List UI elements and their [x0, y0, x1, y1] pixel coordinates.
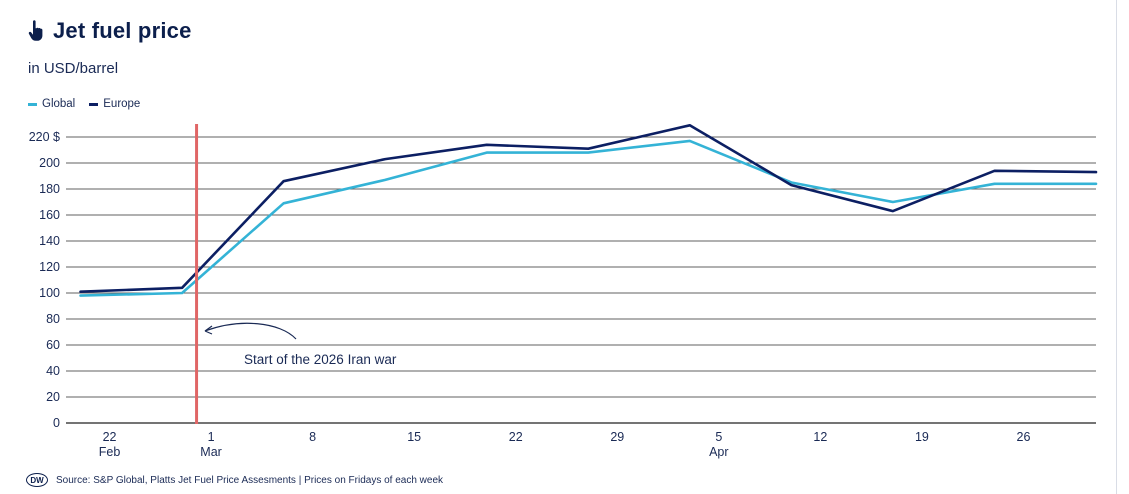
chart-subtitle: in USD/barrel: [28, 60, 119, 77]
series-line-global: [79, 139, 1098, 297]
legend: Global Europe: [28, 98, 140, 110]
y-tick-label: 0: [53, 416, 60, 430]
legend-swatch-global: [28, 102, 37, 106]
x-month-label: Mar: [200, 445, 222, 459]
x-tick-label: 15: [407, 430, 421, 444]
x-tick-label: 1: [208, 430, 215, 444]
x-tick-label: 29: [610, 430, 624, 444]
legend-label-global: Global: [42, 98, 76, 110]
pointing-hand-icon: [28, 20, 43, 41]
annotation-arrow: [204, 322, 297, 340]
y-tick-label: 60: [46, 338, 60, 352]
y-tick-label: 160: [39, 208, 60, 222]
annotation-arrowhead: [204, 325, 213, 335]
x-tick-label: 12: [813, 430, 827, 444]
y-tick-label: 40: [46, 364, 60, 378]
source-note: Source: S&P Global, Platts Jet Fuel Pric…: [56, 474, 444, 486]
x-tick-label: 8: [309, 430, 316, 444]
y-tick-label: 180: [39, 182, 60, 196]
y-tick-label: 120: [39, 260, 60, 274]
y-tick-label: 80: [46, 312, 60, 326]
y-tick-label: 100: [39, 286, 60, 300]
y-tick-label: 220 $: [29, 130, 60, 144]
annotation-text: Start of the 2026 Iran war: [244, 352, 397, 367]
y-tick-label: 140: [39, 234, 60, 248]
chart-title: Jet fuel price: [53, 18, 192, 43]
x-month-label: Feb: [99, 445, 121, 459]
title-row: Jet fuel price: [28, 18, 192, 44]
footer: DW Source: S&P Global, Platts Jet Fuel P…: [26, 473, 443, 487]
series-line-europe: [79, 124, 1098, 294]
x-tick-label: 19: [915, 430, 929, 444]
legend-item-global: Global: [28, 98, 75, 110]
legend-swatch-europe: [89, 102, 99, 106]
legend-label-europe: Europe: [103, 98, 141, 110]
x-tick-label: 26: [1017, 430, 1031, 444]
dw-logo: DW: [26, 473, 48, 487]
x-month-label: Apr: [709, 445, 728, 459]
dw-logo-text: DW: [30, 475, 44, 485]
y-tick-label: 20: [46, 390, 60, 404]
x-tick-label: 5: [715, 430, 722, 444]
x-tick-label: 22: [103, 430, 117, 444]
x-tick-label: 22: [509, 430, 523, 444]
y-tick-label: 200: [39, 156, 60, 170]
legend-item-europe: Europe: [89, 98, 140, 110]
